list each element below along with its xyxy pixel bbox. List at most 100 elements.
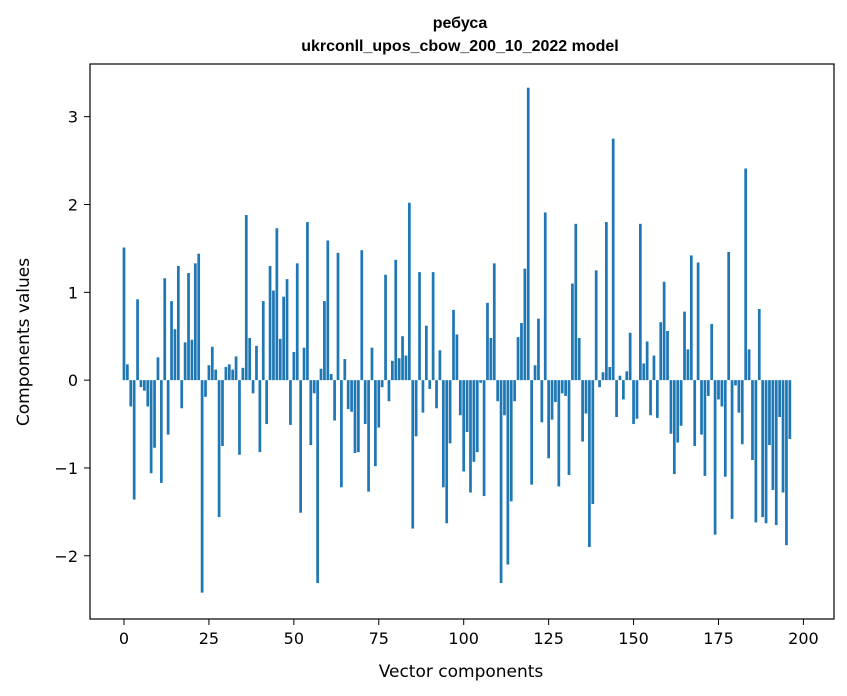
bar-138 [591,380,595,504]
bar-113 [506,380,510,565]
bar-143 [608,366,612,381]
bar-172 [706,380,710,396]
bar-38 [251,380,255,394]
bar-88 [421,380,425,413]
bar-33 [234,356,238,381]
bar-72 [367,380,370,492]
bar-177 [723,380,727,477]
bar-166 [686,349,690,381]
bar-152 [639,223,642,381]
bar-125 [547,380,550,459]
bar-161 [669,380,673,434]
bar-73 [370,347,374,381]
bar-103 [472,380,476,462]
bar-74 [374,380,377,467]
bar-51 [295,263,299,381]
bar-133 [574,223,578,381]
bar-69 [357,380,360,453]
bar-106 [482,380,486,497]
bar-145 [615,380,618,418]
bar-162 [672,380,676,475]
bar-168 [693,380,697,446]
bar-26 [210,346,214,381]
bar-132 [571,283,574,381]
bar-130 [564,380,567,396]
bar-94 [441,380,445,488]
bar-36 [244,215,248,381]
bar-183 [744,168,748,381]
bar-6 [143,380,146,391]
bar-115 [513,380,517,402]
bar-186 [754,380,758,523]
bar-139 [594,270,598,381]
y-axis-label: Components values [14,258,34,426]
bar-30 [224,366,228,381]
y-tick-label: 0 [68,371,78,390]
bar-41 [261,301,265,381]
bar-49 [289,380,292,425]
x-tick-label: 150 [618,629,649,648]
bar-179 [730,380,734,519]
bar-68 [353,380,357,454]
bar-97 [452,309,455,381]
bar-86 [414,380,418,437]
bar-60 [326,240,330,381]
plot-frame [89,63,835,620]
bar-34 [238,380,241,455]
bar-122 [537,318,540,381]
bar-188 [761,380,765,518]
bar-91 [431,272,435,381]
bar-18 [183,342,187,381]
bar-126 [550,380,554,420]
bar-2 [129,380,133,407]
bar-169 [696,262,700,381]
y-tick-label: −2 [54,547,78,566]
bar-142 [605,222,608,381]
bar-11 [159,380,163,483]
y-tick-label: 3 [68,108,78,127]
bar-124 [543,212,547,381]
bar-70 [360,250,364,381]
bar-29 [221,380,224,446]
bar-43 [268,265,272,381]
bar-150 [632,380,635,425]
bar-54 [306,222,309,381]
bar-71 [363,380,367,425]
bar-8 [149,380,153,474]
bar-56 [312,380,316,394]
bar-102 [469,380,472,493]
bar-78 [387,380,391,402]
bar-27 [214,369,218,381]
bar-119 [526,87,530,381]
bar-120 [530,380,533,485]
bar-116 [516,337,520,381]
bar-77 [384,274,387,381]
bar-76 [380,380,384,388]
bar-15 [173,329,177,381]
bar-62 [333,380,336,421]
bar-154 [645,341,649,381]
bar-66 [346,380,350,410]
bar-156 [652,355,656,381]
bar-165 [683,311,686,381]
bar-24 [204,380,207,397]
bar-144 [611,138,615,381]
bar-160 [666,330,669,381]
bar-53 [302,347,306,381]
bars-group [122,87,792,593]
bar-129 [560,380,564,394]
bar-191 [771,380,775,490]
bar-137 [588,380,591,547]
bar-107 [486,302,489,381]
bar-3 [132,380,136,500]
bar-123 [540,380,544,423]
bar-196 [788,380,792,439]
bar-155 [649,380,652,416]
x-tick-label: 175 [703,629,734,648]
bar-146 [618,375,622,381]
x-axis-label: Vector components [379,662,544,682]
bar-127 [554,380,557,403]
bar-85 [411,380,415,529]
bar-184 [747,349,751,381]
